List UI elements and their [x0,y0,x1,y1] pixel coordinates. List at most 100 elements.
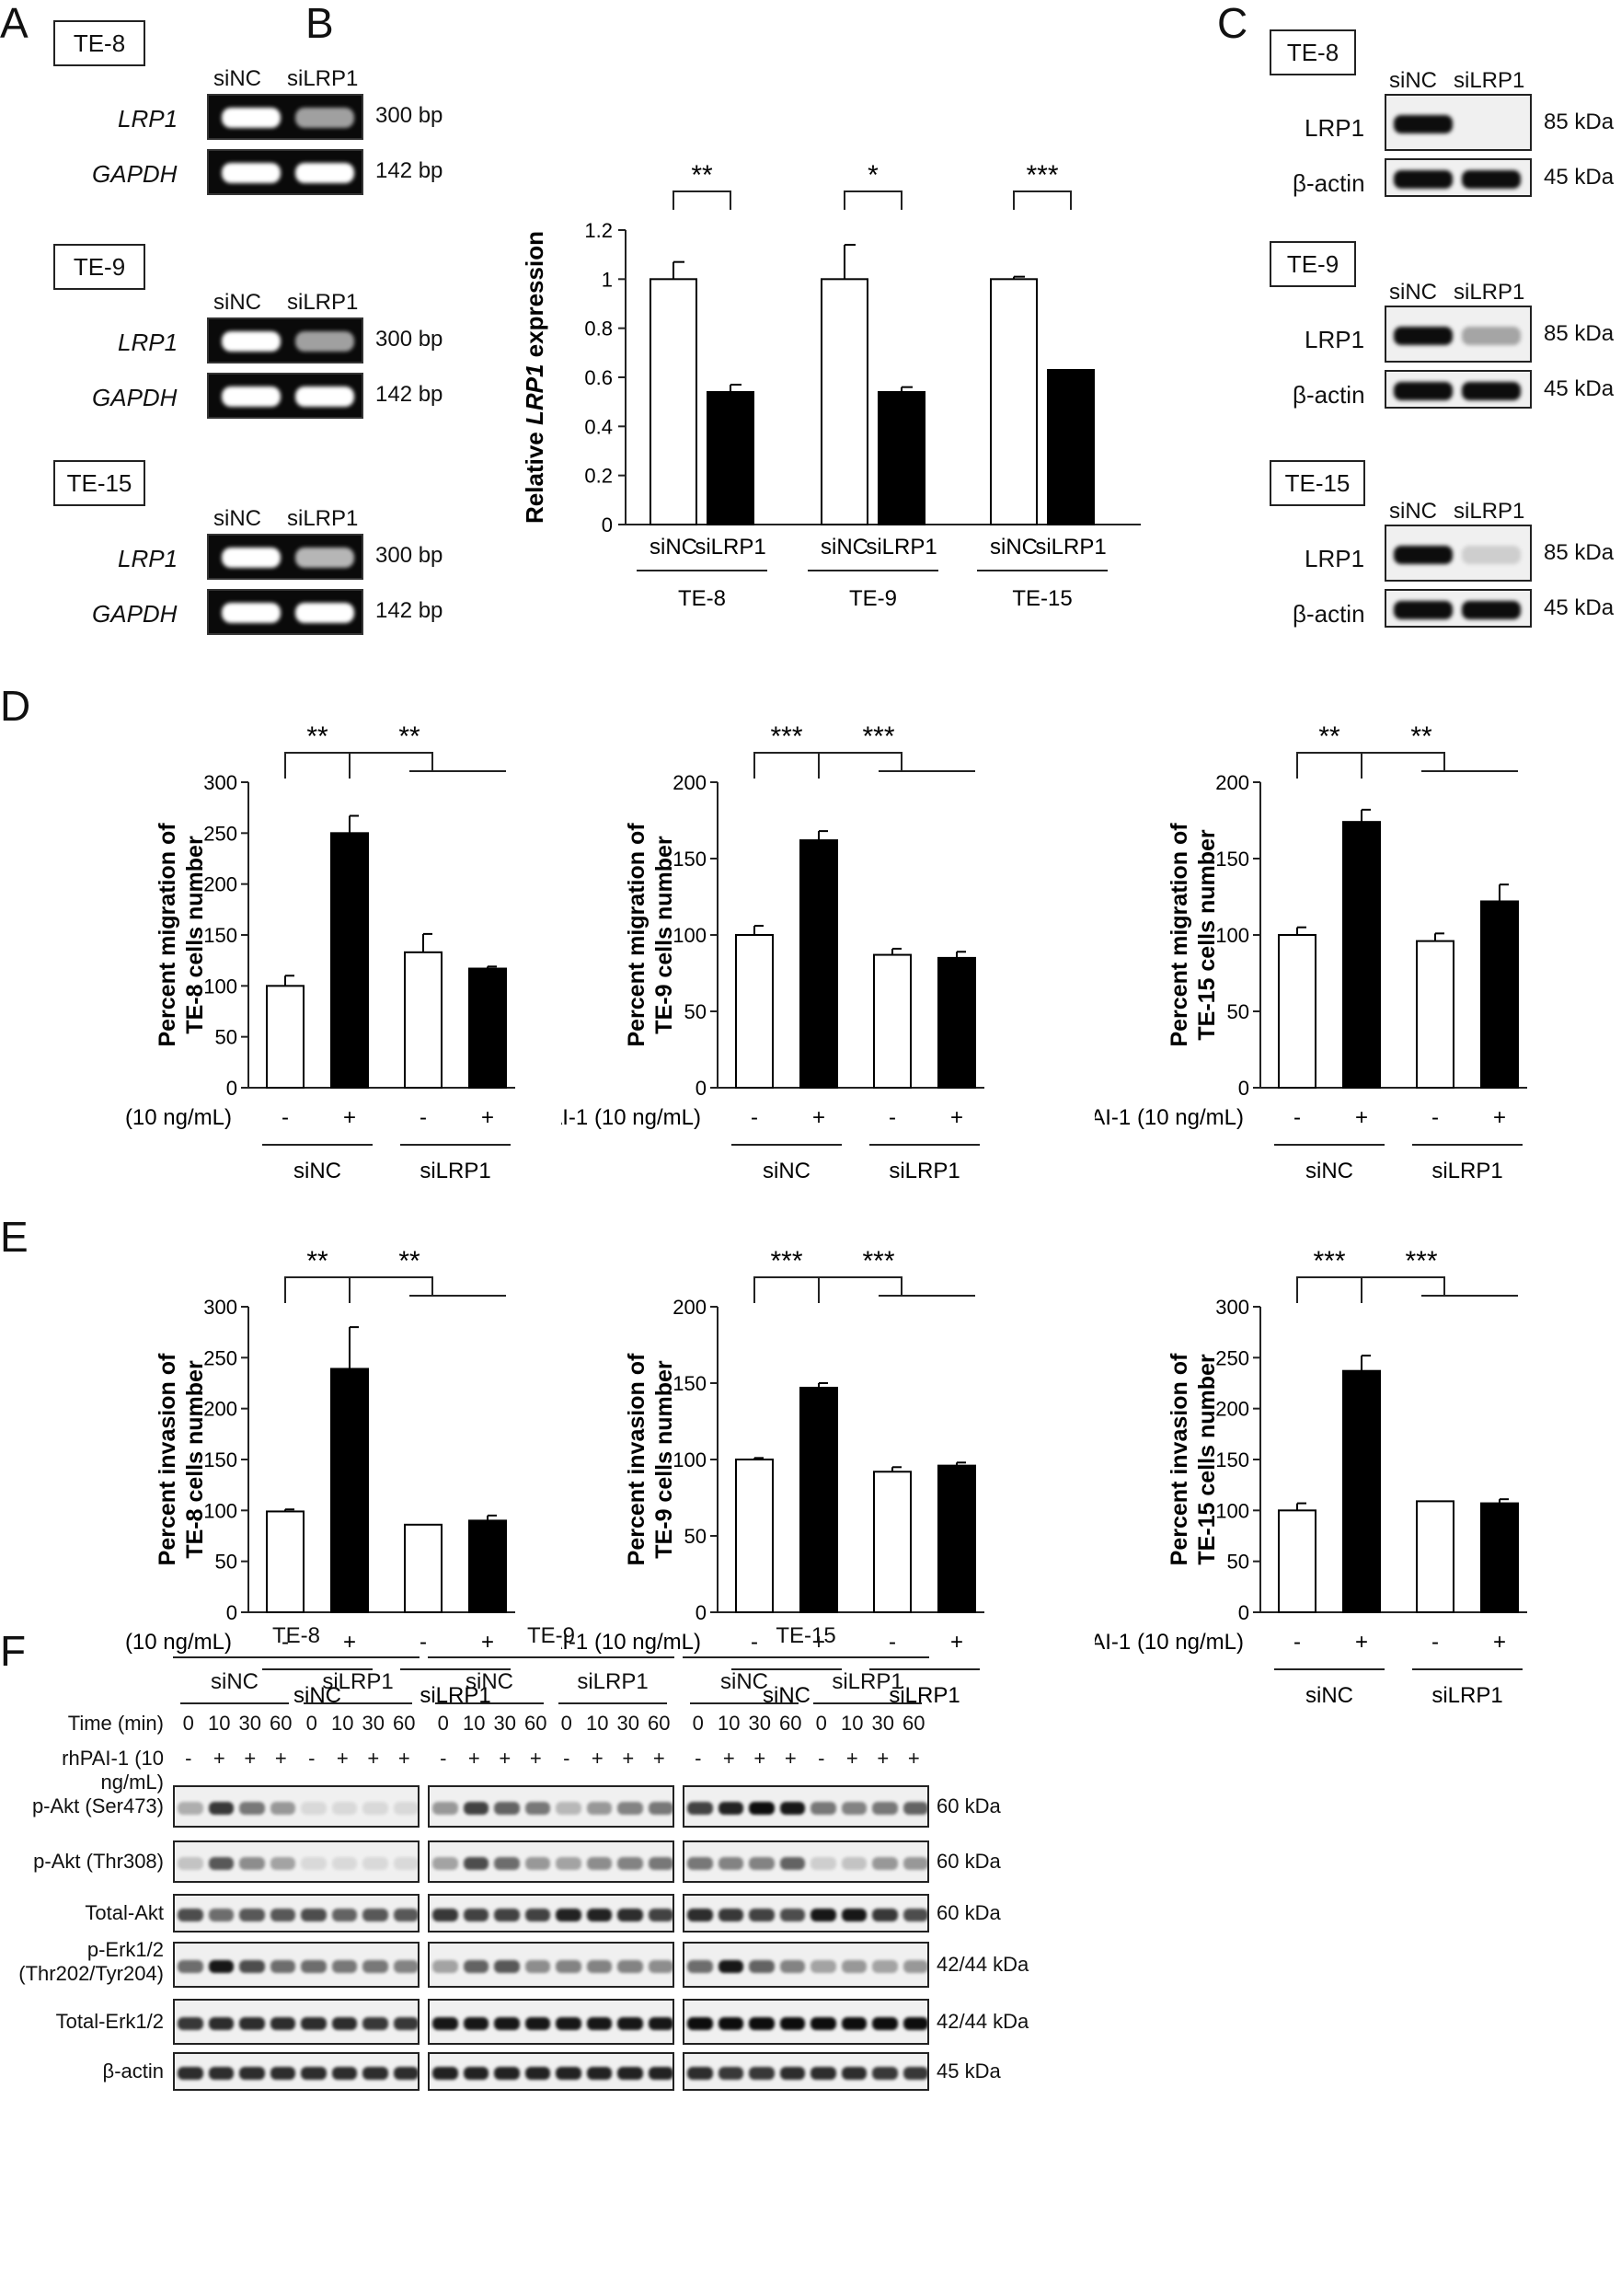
chart-d-te9-migration: Percent migration of TE-9 cells number 0 50… [561,721,984,1183]
blot-band [810,1857,836,1870]
treatment-sign: + [652,1747,665,1770]
group-label: TE-15 [1012,586,1072,611]
gel-band [295,108,354,128]
gene-label: LRP1 [118,545,178,572]
cell-line-header: TE-9 [526,1623,575,1648]
cell-line-underline [173,1656,420,1658]
y-tick-label: 0 [696,1601,707,1624]
significance-marker: ** [691,160,713,190]
western-blot-strip [173,1999,420,2045]
chart-e-te9-invasion: Percent invasion of TE-9 cells number 0 50 1… [561,1246,984,1708]
y-axis-label-part: Relative [521,425,548,524]
y-tick-label: 150 [1215,1448,1249,1471]
blot-band [178,2067,203,2080]
bar [1416,1500,1454,1613]
blot-band [1462,382,1521,400]
y-tick-label: 50 [1227,1551,1249,1574]
significance-marker: *** [862,721,894,752]
blot-band [872,1909,898,1921]
treatment-label: rhPAI-1 (10 ng/mL) [1095,1630,1244,1655]
x-tick-label: siNC [821,535,868,560]
gel-band [295,387,354,407]
blot-band [841,1960,867,1973]
y-tick-label: 0 [696,1077,707,1100]
row-label: p-Akt (Thr308) [33,1850,164,1873]
size-marker: 142 bp [375,158,443,183]
panel-label-a: A [0,0,29,47]
treatment-sign: + [1355,1630,1368,1655]
western-blot-strip [1385,589,1532,628]
time-value: 30 [238,1712,261,1735]
lane-label: siLRP1 [1454,280,1525,305]
agarose-gel-strip [207,589,363,635]
blot-band [393,2067,418,2080]
group-header: siLRP1 [577,1669,649,1694]
treatment-sign: - [185,1747,192,1770]
blot-band [463,1909,489,1921]
treatment-sign: + [877,1747,890,1770]
treatment-sign: - [889,1630,896,1655]
lane-label: siLRP1 [1454,68,1525,93]
y-axis-label-line1: Percent migration of [155,823,180,1047]
western-blot-strip [428,1999,674,2045]
group-label: TE-8 [678,586,726,611]
western-blot-strip [173,1942,420,1988]
blot-band [362,1909,388,1921]
blot-band [902,2067,927,2080]
time-label: Time (min) [67,1712,164,1735]
blot-band [239,1960,265,1973]
treatment-sign: - [751,1630,758,1655]
significance-marker: *** [1026,160,1058,190]
y-tick-label: 100 [203,1499,237,1522]
y-tick-label: 0 [226,1077,237,1100]
blot-band [718,2067,743,2080]
blot-band [841,1857,867,1870]
western-blot-strip [1385,306,1532,363]
blot-band [648,1960,673,1973]
blot-band [779,2017,805,2030]
time-value: 60 [524,1712,547,1735]
size-marker: 45 kDa [1544,165,1615,190]
protein-label: β-actin [1293,381,1365,409]
gel-band [222,387,281,407]
significance-marker: *** [1313,1246,1345,1276]
blot-band [331,2017,357,2030]
protein-label: β-actin [1293,600,1365,628]
x-tick-label: siLRP1 [866,535,937,560]
size-marker: 45 kDa [937,2059,1001,2083]
significance-marker: * [868,160,879,190]
blot-band [301,1960,327,1973]
gene-label: LRP1 [118,105,178,133]
time-value: 10 [841,1712,864,1735]
y-tick-label: 0 [602,513,613,537]
time-value: 60 [270,1712,293,1735]
blot-band [239,1857,265,1870]
gene-label: GAPDH [92,600,178,628]
treatment-sign: + [244,1747,257,1770]
bar [1047,369,1095,525]
significance-marker: ** [398,1246,420,1276]
blot-band [617,2017,643,2030]
lane-label: siNC [1389,68,1437,93]
western-blot-strip [173,2052,420,2091]
blot-band [463,2067,489,2080]
treatment-label: rhPAI-1 (10 ng/mL) [561,1105,701,1130]
western-blot-strip [173,1894,420,1933]
y-axis-label-line2: TE-15 cells number [1194,1354,1220,1565]
blot-band [617,1960,643,1973]
y-tick-label: 50 [1227,1000,1249,1023]
protein-label: LRP1 [1305,114,1365,142]
bar [1342,821,1381,1089]
group-underline [558,1702,667,1704]
group-label: siNC [1305,1683,1353,1708]
panel-label-c: C [1217,0,1248,47]
treatment-label: rhPAI-1 (10 ng/mL) [120,1105,232,1130]
treatment-sign: + [367,1747,380,1770]
size-marker: 300 bp [375,327,443,352]
bar [1416,940,1454,1089]
group-underline [690,1702,799,1704]
blot-band [463,2017,489,2030]
blot-band [331,1802,357,1815]
treatment-label: rhPAI-1 (10 ng/mL) [561,1630,701,1655]
blot-band [902,1960,927,1973]
